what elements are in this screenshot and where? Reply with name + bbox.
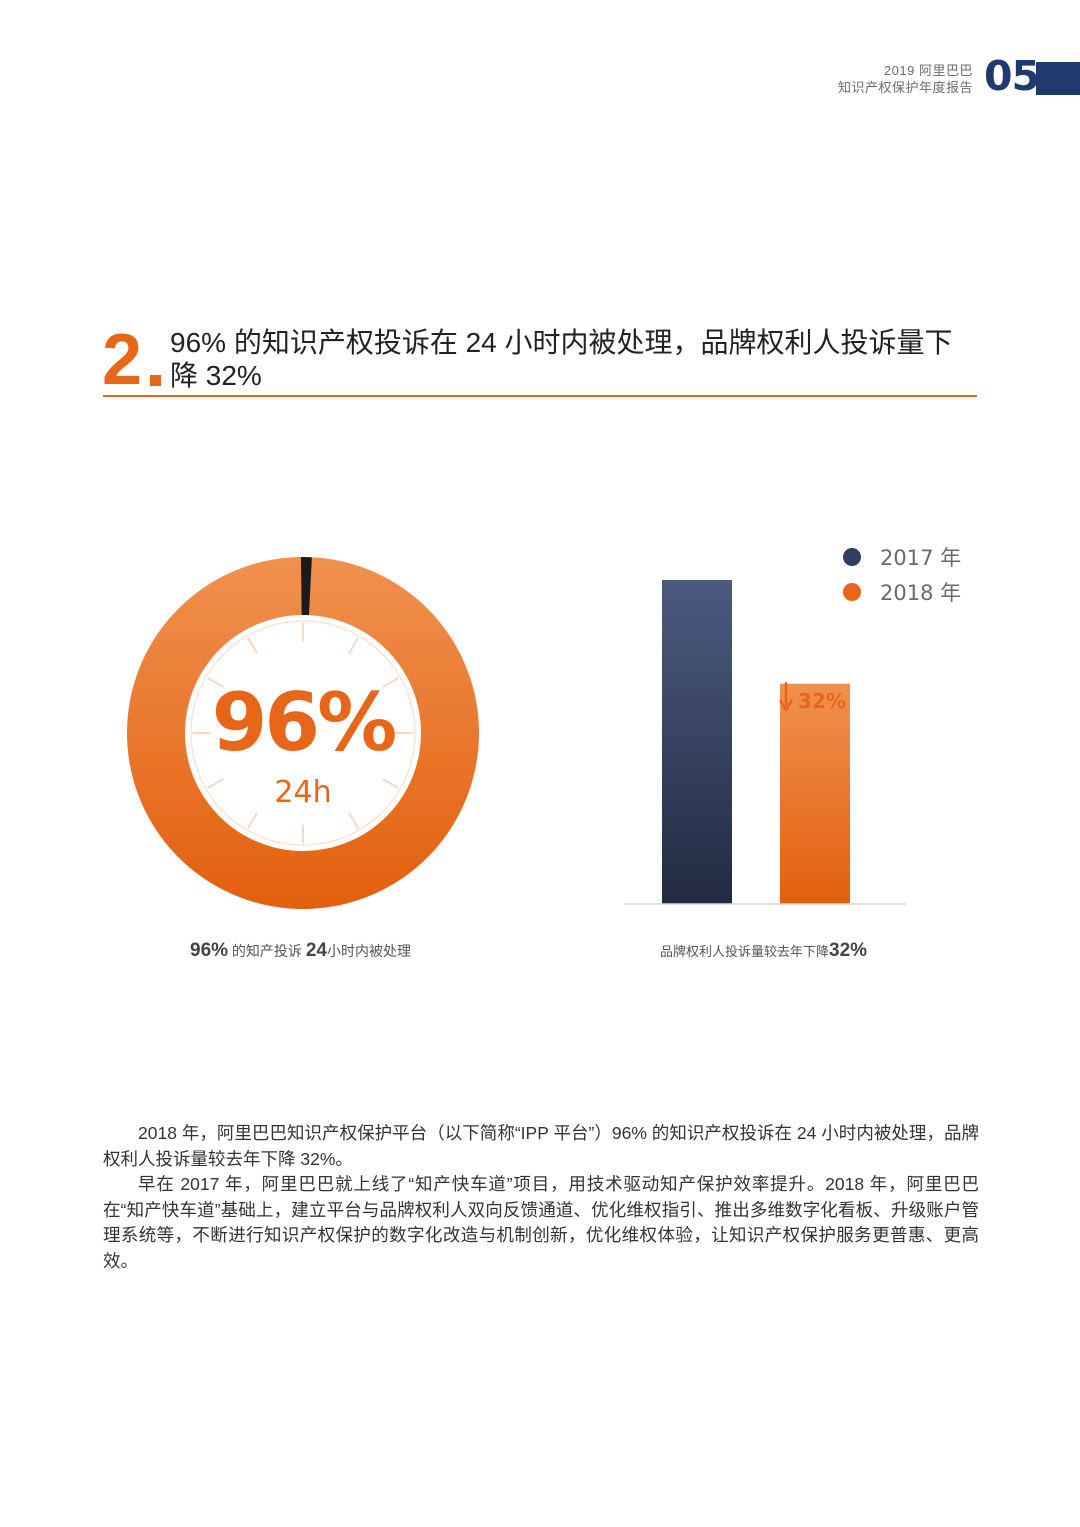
clock-face-ring: [190, 620, 416, 846]
clock-tick: [207, 677, 224, 688]
bar-chart: 2017 年 2018 年 32%: [624, 546, 961, 905]
bar-caption: 品牌权利人投诉量较去年下降32%: [660, 940, 867, 962]
section-number: 2: [102, 320, 143, 400]
section-divider: [103, 395, 977, 397]
drop-percent-label: 32%: [798, 689, 846, 713]
donut-percent-label: 96%: [212, 676, 395, 769]
donut-caption-middle: 的知产投诉: [231, 943, 302, 959]
report-year-line: 2019 阿里巴巴: [883, 63, 973, 78]
body-paragraph-1: 2018 年，阿里巴巴知识产权保护平台（以下简称“IPP 平台”）96% 的知识…: [103, 1123, 979, 1169]
page-number: 05: [984, 52, 1040, 100]
legend-swatch: [843, 548, 861, 566]
clock-tick: [382, 778, 399, 789]
drop-indicator: 32%: [778, 682, 846, 713]
donut-time-label: 24h: [274, 775, 331, 810]
bar-caption-percent: 32%: [829, 940, 868, 961]
donut-caption: 96% 的知产投诉 24小时内被处理: [190, 940, 411, 962]
donut-center: [186, 616, 420, 850]
clock-face-ticks: [193, 623, 413, 843]
section-title: 96% 的知识产权投诉在 24 小时内被处理，品牌权利人投诉量下降 32%: [170, 327, 953, 391]
header-accent-bar: [1036, 62, 1080, 95]
donut-caption-percent: 96%: [190, 940, 229, 961]
bar-caption-text: 品牌权利人投诉量较去年下降: [660, 944, 830, 959]
chart-legend: 2017 年 2018 年: [843, 546, 961, 605]
donut-caption-end: 小时内被处理: [326, 943, 411, 959]
bar-2017: [662, 580, 732, 904]
donut-chart: 96% 24h: [126, 557, 479, 909]
clock-tick: [207, 778, 224, 789]
report-header: 2019 阿里巴巴 知识产权保护年度报告: [838, 62, 973, 96]
clock-tick: [247, 637, 258, 654]
clock-tick: [348, 812, 359, 829]
donut-slice-remaining: [300, 557, 312, 616]
legend-swatch: [843, 583, 861, 601]
clock-tick: [247, 812, 258, 829]
body-text: 2018 年，阿里巴巴知识产权保护平台（以下简称“IPP 平台”）96% 的知识…: [103, 1121, 979, 1274]
section-number-dot: [150, 375, 161, 386]
donut-caption-hours: 24: [305, 940, 327, 961]
bar-2018: [780, 683, 850, 904]
clock-tick: [348, 637, 359, 654]
clock-tick: [382, 677, 399, 688]
report-title-line: 知识产权保护年度报告: [837, 80, 973, 95]
legend-label: 2018 年: [880, 581, 961, 605]
legend-label: 2017 年: [880, 546, 961, 570]
donut-slice-handled: [126, 557, 479, 909]
body-paragraph-2: 早在 2017 年，阿里巴巴就上线了“知产快车道”项目，用技术驱动知产保护效率提…: [103, 1174, 979, 1271]
